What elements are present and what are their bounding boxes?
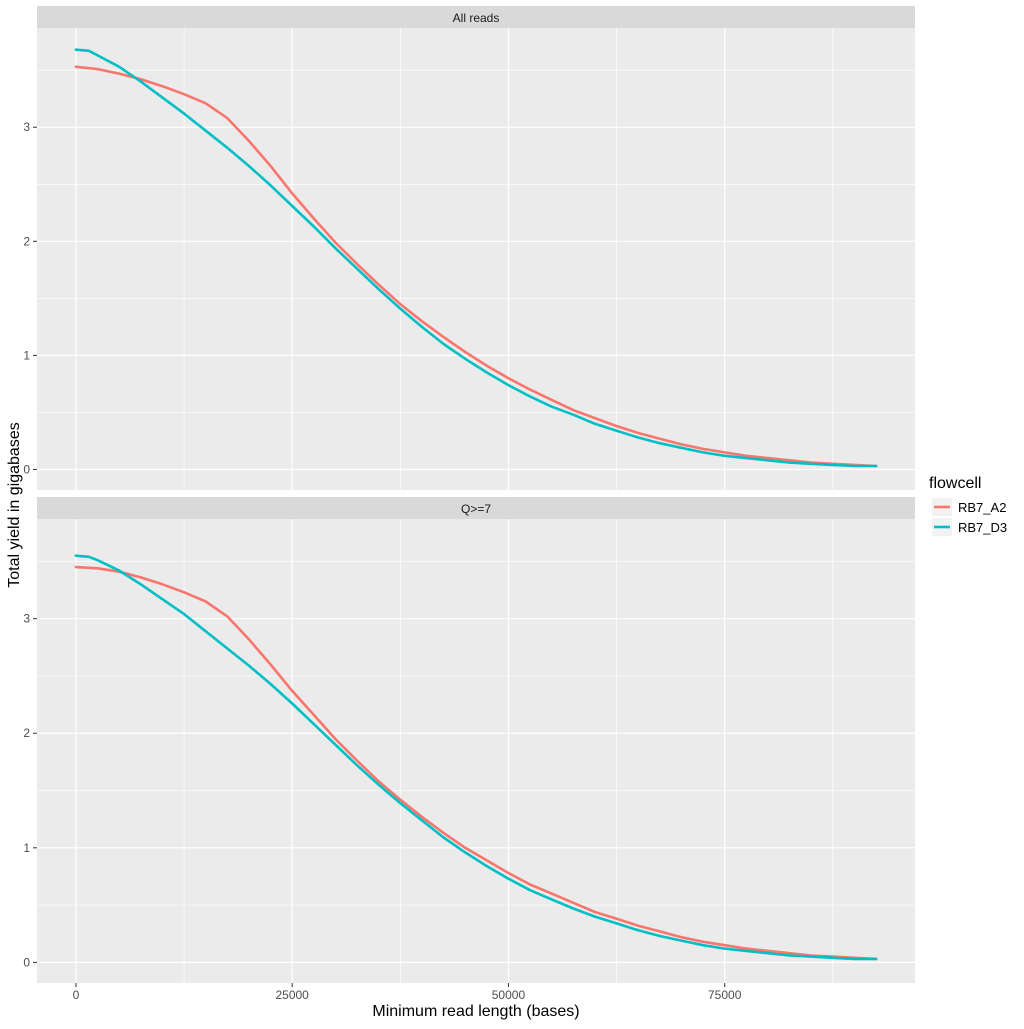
facet-strip	[37, 6, 915, 28]
series-line-rb7-d3	[74, 48, 878, 468]
facet-panel: Q>=7 0 25000 50000 75000 0 1 2 3	[23, 497, 915, 1002]
y-tick-label: 1	[23, 841, 30, 855]
y-tick-label: 1	[23, 348, 30, 362]
facet-panel: All reads 0 1 2 3	[23, 6, 915, 490]
panel-background	[37, 519, 915, 983]
facet-strip-label: Q>=7	[461, 502, 491, 516]
y-tick-label: 3	[23, 612, 30, 626]
x-axis-title: Minimum read length (bases)	[372, 1003, 579, 1020]
y-tick-label: 0	[23, 955, 30, 969]
y-tick-label: 3	[23, 120, 30, 134]
series-line-rb7-a2	[74, 65, 878, 468]
legend-label: RB7_A2	[958, 500, 1006, 515]
series-line-rb7-a2	[74, 565, 878, 961]
legend: flowcell RB7_A2 RB7_D3	[929, 475, 1007, 536]
y-tick-label: 2	[23, 234, 30, 248]
y-axis-title: Total yield in gigabases	[6, 422, 23, 587]
legend-label: RB7_D3	[958, 520, 1007, 535]
x-tick-label: 50000	[492, 988, 526, 1002]
legend-title: flowcell	[929, 475, 981, 492]
facet-strip	[37, 497, 915, 519]
x-tick-label: 0	[73, 988, 80, 1002]
facet-strip-label: All reads	[453, 11, 500, 25]
panel-background	[37, 28, 915, 490]
series-line-rb7-d3	[74, 554, 878, 961]
y-tick-label: 0	[23, 462, 30, 476]
y-tick-label: 2	[23, 726, 30, 740]
x-tick-label: 75000	[708, 988, 742, 1002]
x-tick-label: 25000	[275, 988, 309, 1002]
